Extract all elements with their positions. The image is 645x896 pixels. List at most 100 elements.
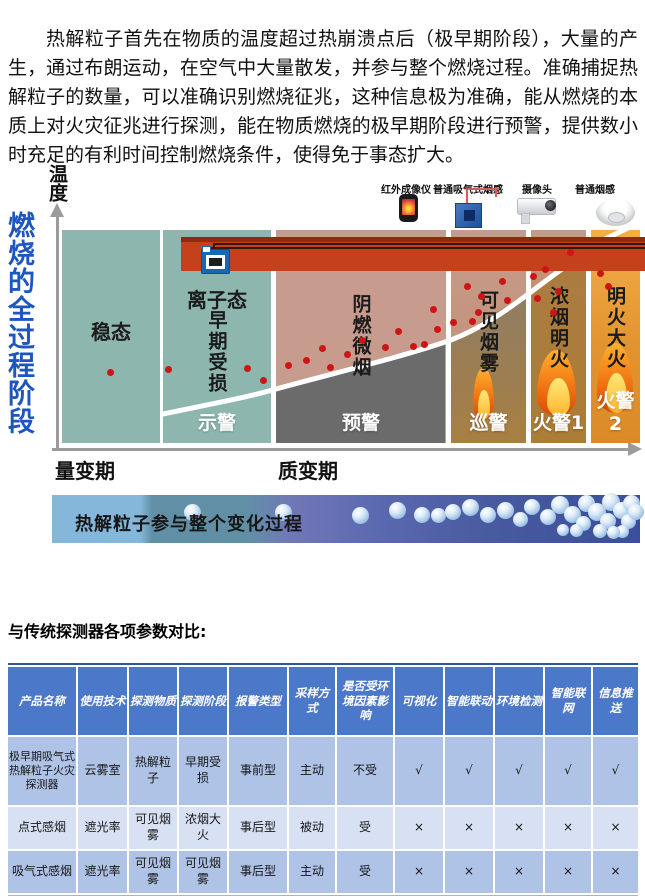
temperature-growth-curve [160, 230, 630, 417]
table-header-cell: 使用技术 [78, 667, 127, 735]
pyrolysis-dot [450, 319, 457, 326]
table-cell: 受 [337, 851, 393, 893]
aspirating-smoke-detector-icon [455, 203, 482, 228]
table-cell: 被动 [289, 807, 335, 849]
pyrolysis-dot [597, 270, 604, 277]
pyrolysis-dot [475, 309, 482, 316]
x-axis [52, 448, 630, 451]
particle-sphere [512, 511, 528, 527]
stage-column-1 [62, 230, 160, 443]
sampling-wire [213, 243, 645, 245]
device-label-thermal-imager: 红外成像仪 [381, 185, 431, 196]
pyrolysis-detector-icon [201, 246, 230, 274]
table-cell: 点式感烟 [8, 807, 76, 849]
table-cell: 事前型 [229, 737, 287, 805]
comparison-table: 产品名称 使用技术 探测物质 探测阶段 报警类型 采样方式 是否受环境因素影响 可视化 智能联动… [8, 663, 638, 896]
particle-sphere [480, 507, 496, 523]
table-cell: 事后型 [229, 851, 287, 893]
pyrolysis-dot [555, 288, 562, 295]
table-cell: 事后型 [229, 807, 287, 849]
table-cell: √ [593, 737, 638, 805]
table-cell: × [545, 851, 591, 893]
table-cell: × [545, 807, 591, 849]
pyrolysis-dot [327, 364, 334, 371]
table-header-cell: 可视化 [395, 667, 443, 735]
table-header-cell: 智能联动 [445, 667, 493, 735]
particle-sphere [445, 504, 461, 520]
pyrolysis-dot [605, 283, 612, 290]
table-cell: √ [495, 737, 543, 805]
pyrolysis-dot [303, 357, 310, 364]
growth-curve-overlay [160, 230, 630, 443]
table-header-cell: 智能联网 [545, 667, 591, 735]
pyrolysis-dot [504, 297, 511, 304]
particle-sphere [524, 499, 540, 515]
table-cell: √ [445, 737, 493, 805]
diagram-side-title: 燃烧的全过程阶段 [3, 211, 35, 435]
table-cell: √ [545, 737, 591, 805]
table-header-cell: 产品名称 [8, 667, 76, 735]
pyrolysis-dot [530, 273, 537, 280]
y-axis [56, 210, 59, 448]
table-cell: × [445, 851, 493, 893]
flame-icon [591, 343, 641, 431]
table-header-cell: 探测物质 [129, 667, 177, 735]
table-header-row: 产品名称 使用技术 探测物质 探测阶段 报警类型 采样方式 是否受环境因素影响 可视化 智能联动… [8, 667, 638, 735]
table-cell: 受 [337, 807, 393, 849]
table-cell: 主动 [289, 851, 335, 893]
pyrolysis-dot [542, 266, 549, 273]
y-axis-label: 温度 [46, 164, 68, 202]
table-header-cell: 探测阶段 [179, 667, 227, 735]
table-cell: 可见烟雾 [179, 851, 227, 893]
particle-bar-label: 热解粒子参与整个变化过程 [75, 514, 303, 535]
x-axis-arrow-icon [628, 442, 645, 456]
table-cell: × [395, 807, 443, 849]
particle-sphere [351, 506, 369, 524]
detector-screen [206, 255, 225, 269]
table-cell: 热解粒子 [129, 737, 177, 805]
pyrolysis-dot [359, 337, 366, 344]
table-header-cell: 报警类型 [229, 667, 287, 735]
particle-sphere [563, 505, 581, 523]
table-cell: 可见烟雾 [129, 851, 177, 893]
aspirating-pipe-icon [495, 188, 497, 197]
pyrolysis-dot [244, 365, 251, 372]
particle-sphere [183, 503, 201, 521]
particle-sphere [430, 507, 446, 523]
intro-paragraph: 热解粒子首先在物质的温度超过热崩溃点后（极早期阶段），大量的产生，通过布朗运动，… [8, 29, 638, 166]
table-row: 吸气式感烟 遮光率 可见烟雾 可见烟雾 事后型 主动受 × × × × × [8, 851, 638, 893]
pyrolysis-dot [165, 366, 172, 373]
pyrolysis-dot [260, 377, 267, 384]
device-label-smoke-detector: 普通烟感 [575, 185, 615, 196]
particle-sphere [606, 525, 620, 539]
pyrolysis-dot [395, 328, 402, 335]
pyrolysis-dot [319, 345, 326, 352]
pyrolysis-dot [534, 295, 541, 302]
pyrolysis-dot [499, 278, 506, 285]
particle-sphere [628, 504, 644, 520]
flame-icon [470, 368, 498, 432]
x-axis-label-quantitative: 量变期 [55, 459, 115, 483]
table-header-cell: 信息推送 [593, 667, 638, 735]
particle-sphere [557, 524, 569, 536]
table-cell: 主动 [289, 737, 335, 805]
table-row: 点式感烟 遮光率 可见烟雾 浓烟大火 事后型 被动受 × × × × × [8, 807, 638, 849]
pyrolysis-dot [478, 293, 485, 300]
table-cell: 不受 [337, 737, 393, 805]
detector-tab [202, 246, 211, 253]
particle-sphere [461, 498, 479, 516]
pyrolysis-dot [469, 318, 476, 325]
pyrolysis-dot [464, 283, 471, 290]
table-row: 极早期吸气式热解粒子火灾探测器 云雾室 热解粒子 早期受损 事前型 主动 不受 √ √ √ √ √ [8, 737, 638, 805]
comparison-section-title: 与传统探测器各项参数对比: [8, 622, 207, 641]
pyrolysis-dot [410, 343, 417, 350]
particle-sphere [274, 503, 292, 521]
table-cell: 吸气式感烟 [8, 851, 76, 893]
table-cell: × [495, 807, 543, 849]
particle-sphere [414, 507, 430, 523]
table-cell: 遮光率 [78, 851, 127, 893]
table-header-cell: 是否受环境因素影响 [337, 667, 393, 735]
table-header-cell: 环境检测 [495, 667, 543, 735]
table-cell: 云雾室 [78, 737, 127, 805]
